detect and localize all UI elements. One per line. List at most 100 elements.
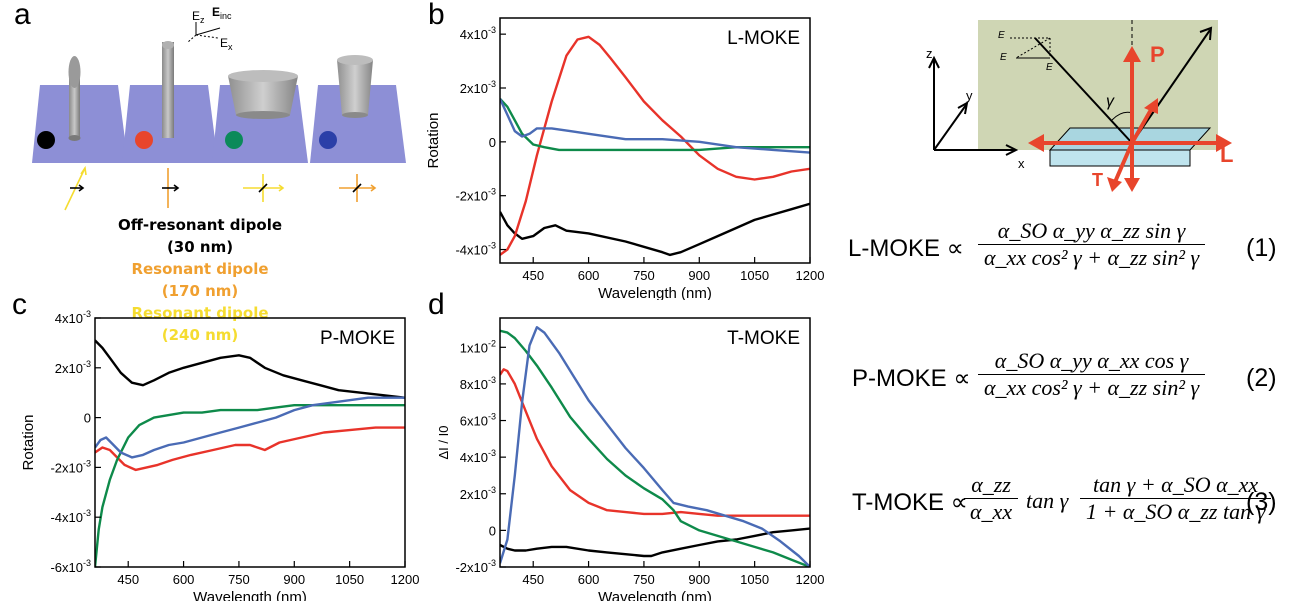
x-axis-label-b: Wavelength (nm) [598, 285, 712, 300]
chart-p-moke: 450 600 750 900 1050 1200 -6x10-3 -4x10-3 -2x10-… [20, 309, 419, 601]
x-tick-label-c-3: 900 [283, 572, 305, 587]
y-tick-label-b-3: 2x10-3 [460, 79, 496, 96]
nanocup-wide [228, 70, 298, 119]
x-tick-label-c-0: 450 [117, 572, 139, 587]
x-axis-label-d: Wavelength (nm) [598, 589, 712, 601]
label-p: P [1150, 42, 1165, 67]
chart-title-d: T-MOKE [727, 328, 800, 349]
y-tick-label-c-2: -2x10-3 [50, 458, 91, 475]
series-line-b-0 [500, 202, 810, 257]
y-tick-label-b-1: -2x10-3 [455, 187, 496, 204]
x-tick-label-b-0: 450 [522, 268, 544, 283]
y-tick-label-d-1: 0 [489, 523, 496, 538]
y-tick-label-d-0: -2x10-3 [455, 558, 496, 575]
equation-1-lhs: L-MOKE ∝ [848, 235, 964, 262]
series-line-c-3 [95, 396, 405, 459]
series-line-c-1 [95, 426, 405, 472]
panel-label-b: b [428, 0, 445, 31]
vector-ez-label: E [1046, 62, 1053, 73]
y-axis-label-d: ΔI / I0 [436, 426, 451, 460]
equation-2-number: (2) [1246, 364, 1277, 392]
equation-2-lhs: P-MOKE ∝ [852, 365, 971, 392]
axis-x-label: x [1018, 156, 1025, 171]
equation-3-tan: tan γ [1026, 488, 1068, 514]
equation-1-number: (1) [1246, 234, 1277, 262]
series-line-b-1 [500, 35, 810, 256]
equation-3-fraction-b: tan γ + α_SO α_xx 1 + α_SO α_zz tan γ [1080, 472, 1272, 525]
plot-frame-c [94, 317, 406, 568]
series-line-d-0 [500, 527, 810, 558]
equation-1-numerator: α_SO α_yy α_zz sin γ [978, 218, 1206, 245]
dot-green [225, 131, 243, 149]
y-axis-label-b: Rotation [425, 113, 442, 169]
x-axis-label-c: Wavelength (nm) [193, 589, 307, 601]
equation-3-denominator-a: α_xx [970, 499, 1013, 524]
ex-label: Ex [220, 36, 233, 52]
x-tick-label-d-2: 750 [633, 572, 655, 587]
chart-title-c: P-MOKE [320, 328, 395, 349]
chart-t-moke: 450 600 750 900 1050 1200 -2x10-3 0 2x10-3 4x10-3… [436, 317, 825, 601]
panel-label-a: a [14, 0, 31, 31]
equation-2: P-MOKE ∝ α_SO α_yy α_xx cos γ α_xx cos² … [848, 342, 1298, 418]
y-tick-label-b-0: -4x10-3 [455, 241, 496, 258]
ez-label: Ez [192, 9, 205, 25]
series-line-c-2 [95, 404, 405, 567]
panel-a-illustration: Ez Einc Ex [32, 5, 406, 211]
e-vectors [1010, 37, 1051, 59]
einc-label: Einc [212, 5, 232, 21]
label-t: T [1092, 170, 1103, 190]
y-tick-label-c-3: 0 [84, 411, 91, 426]
panel-label-c: c [12, 288, 27, 321]
equation-3-denominator-b: 1 + α_SO α_zz tan γ [1086, 499, 1266, 524]
nanorod-long [162, 41, 174, 138]
equation-1: L-MOKE ∝ α_SO α_yy α_zz sin γ α_xx cos² … [848, 212, 1298, 288]
x-tick-label-b-3: 900 [688, 268, 710, 283]
panel-label-d: d [428, 288, 445, 321]
y-tick-label-c-4: 2x10-3 [55, 359, 91, 376]
vector-ex-label: E [998, 30, 1005, 41]
legend-resonant-170: Resonant dipole (170 nm) [131, 260, 269, 300]
x-tick-label-b-5: 1200 [796, 268, 825, 283]
y-tick-label-d-6: 1x10-2 [460, 338, 496, 355]
x-tick-label-d-1: 600 [578, 572, 600, 587]
x-tick-label-b-2: 750 [633, 268, 655, 283]
chart-l-moke: 450 600 750 900 1050 1200 -4x10-3 -2x10-3 0 2x10-… [425, 17, 825, 300]
series-line-c-0 [95, 339, 405, 399]
dot-black [37, 131, 55, 149]
series-line-d-3 [500, 326, 810, 567]
series-line-d-2 [500, 329, 810, 567]
nanorod-thin [68, 56, 81, 141]
x-tick-label-c-4: 1050 [335, 572, 364, 587]
equation-3-number: (3) [1246, 488, 1277, 516]
magnetization-arrows [1028, 46, 1232, 192]
dot-red [135, 131, 153, 149]
series-line-d-1 [500, 368, 810, 517]
x-tick-label-b-1: 600 [578, 268, 600, 283]
equation-3-numerator-b: tan γ + α_SO α_xx [1080, 472, 1272, 499]
y-tick-label-d-4: 6x10-3 [460, 412, 496, 429]
x-tick-label-c-1: 600 [173, 572, 195, 587]
y-tick-label-b-4: 4x10-3 [460, 25, 496, 42]
coordinate-axes [928, 55, 1019, 156]
x-tick-label-b-4: 1050 [740, 268, 769, 283]
y-tick-label-c-1: -4x10-3 [50, 508, 91, 525]
plot-frame-d [499, 317, 811, 568]
chart-title-b: L-MOKE [727, 28, 800, 49]
equation-1-fraction: α_SO α_yy α_zz sin γ α_xx cos² γ + α_zz … [978, 218, 1206, 271]
nanocup-narrow [337, 55, 373, 118]
axis-y-label: y [966, 88, 973, 103]
series-line-b-3 [500, 98, 810, 154]
x-tick-label-d-3: 900 [688, 572, 710, 587]
equation-2-fraction: α_SO α_yy α_xx cos γ α_xx cos² γ + α_zz … [978, 348, 1206, 401]
equation-2-denominator: α_xx cos² γ + α_zz sin² γ [984, 375, 1200, 400]
y-tick-label-d-5: 8x10-3 [460, 375, 496, 392]
equation-1-denominator: α_xx cos² γ + α_zz sin² γ [984, 245, 1200, 270]
moke-geometry-diagram: z y x γ E E E P L T [926, 20, 1233, 192]
field-axes [187, 22, 221, 43]
x-tick-label-d-5: 1200 [796, 572, 825, 587]
axis-z-label: z [926, 46, 933, 61]
y-tick-label-c-0: -6x10-3 [50, 558, 91, 575]
y-tick-label-d-2: 2x10-3 [460, 485, 496, 502]
vector-e-label: E [1000, 52, 1007, 63]
y-axis-label-c: Rotation [20, 415, 37, 471]
